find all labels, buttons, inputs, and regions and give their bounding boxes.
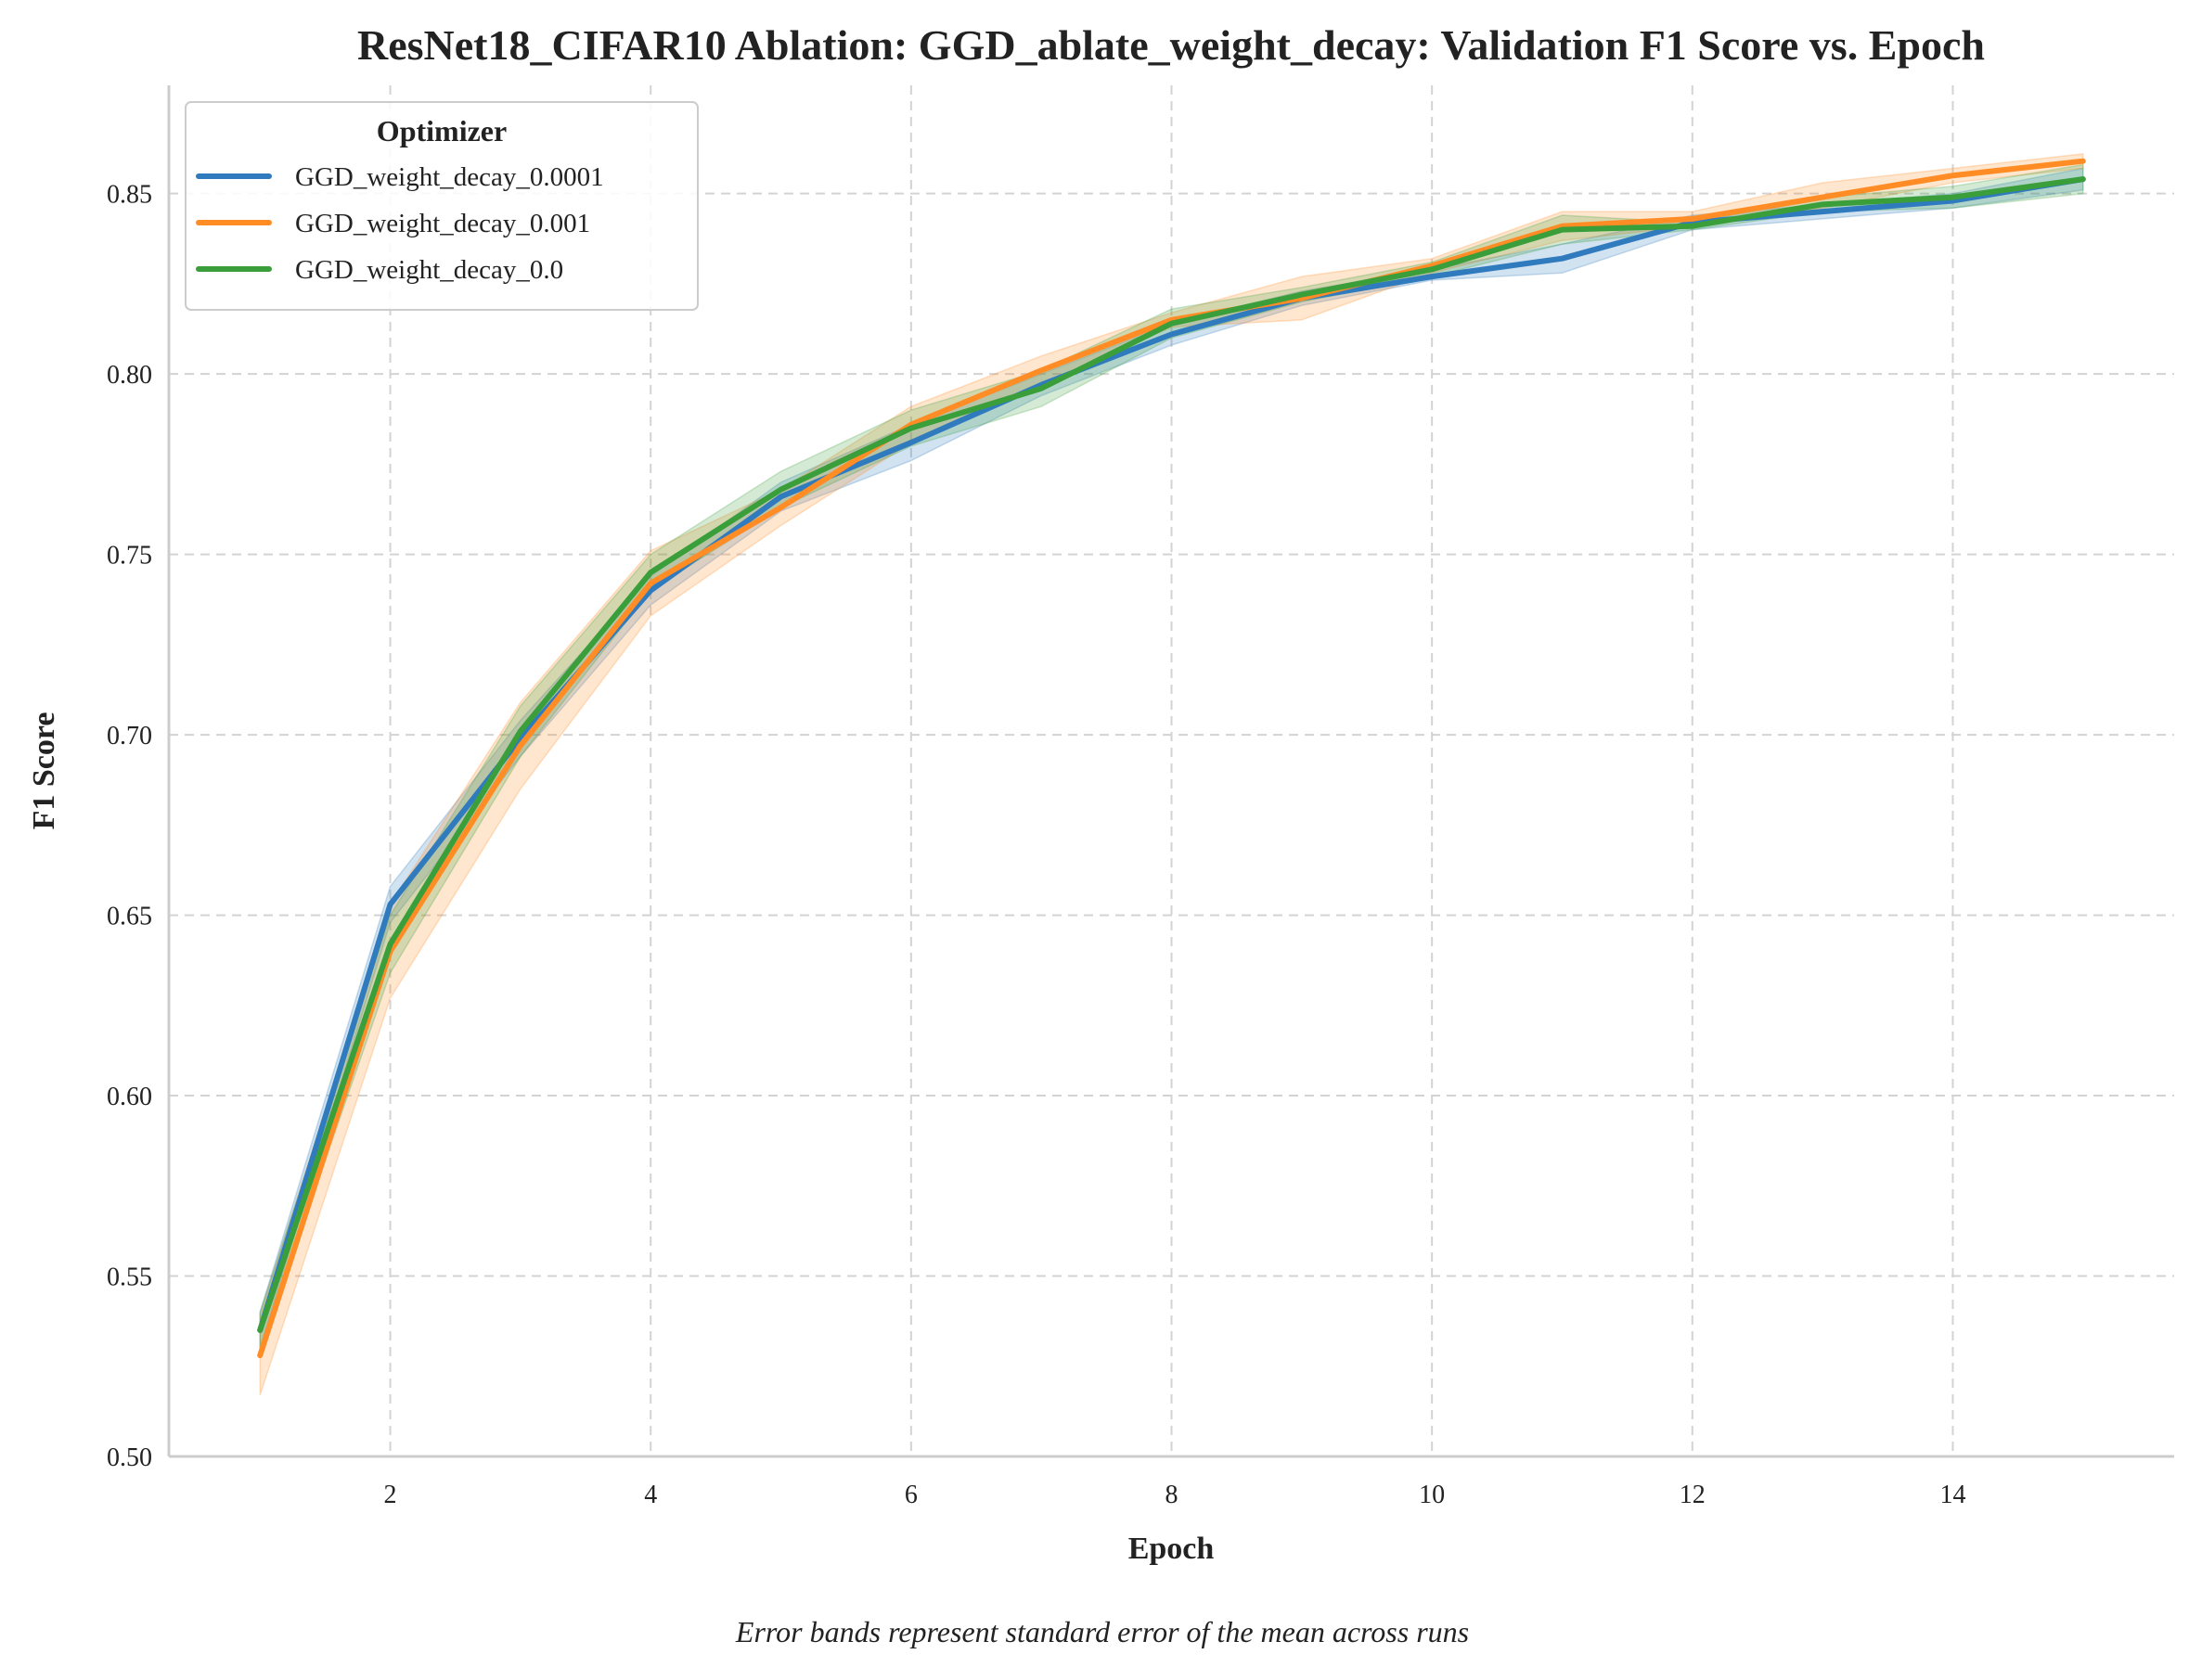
legend-label-3: GGD_weight_decay_0.0	[295, 255, 563, 285]
x-tick-label: 10	[1419, 1481, 1445, 1509]
y-tick-labels: 0.50 0.55 0.60 0.65 0.70 0.75 0.80 0.85	[107, 181, 152, 1472]
chart-title: ResNet18_CIFAR10 Ablation: GGD_ablate_we…	[357, 21, 1985, 69]
x-tick-labels: 2 4 6 8 10 12 14	[384, 1481, 1966, 1509]
error-band-series-2	[259, 153, 2084, 1396]
series-lines	[257, 158, 2086, 1359]
x-tick-label: 14	[1939, 1481, 1965, 1509]
series-line-2	[257, 158, 2086, 1359]
x-tick-label: 2	[384, 1481, 397, 1509]
y-tick-label: 0.50	[107, 1443, 152, 1472]
x-axis-title: Epoch	[1128, 1532, 1215, 1566]
grid-lines	[169, 85, 2174, 1457]
y-tick-label: 0.70	[107, 722, 152, 750]
y-tick-label: 0.65	[107, 903, 152, 931]
x-tick-label: 12	[1680, 1481, 1706, 1509]
y-tick-label: 0.55	[107, 1263, 152, 1292]
x-tick-label: 6	[905, 1481, 918, 1509]
x-tick-label: 4	[644, 1481, 657, 1509]
y-axis-title: F1 Score	[27, 712, 61, 830]
footnote-caption: Error bands represent standard error of …	[735, 1615, 1469, 1648]
legend-title: Optimizer	[377, 114, 507, 147]
legend-entries: GGD_weight_decay_0.0001 GGD_weight_decay_…	[196, 162, 604, 285]
y-tick-label: 0.60	[107, 1083, 152, 1111]
legend: Optimizer GGD_weight_decay_0.0001GGD_wei…	[185, 101, 699, 311]
series-line-3	[257, 176, 2086, 1333]
legend-label-2: GGD_weight_decay_0.001	[295, 209, 590, 238]
x-tick-label: 8	[1165, 1481, 1178, 1509]
legend-label-1: GGD_weight_decay_0.0001	[295, 162, 604, 192]
legend-box	[185, 101, 699, 311]
y-tick-label: 0.85	[107, 181, 152, 210]
y-tick-label: 0.80	[107, 361, 152, 390]
y-tick-label: 0.75	[107, 542, 152, 571]
